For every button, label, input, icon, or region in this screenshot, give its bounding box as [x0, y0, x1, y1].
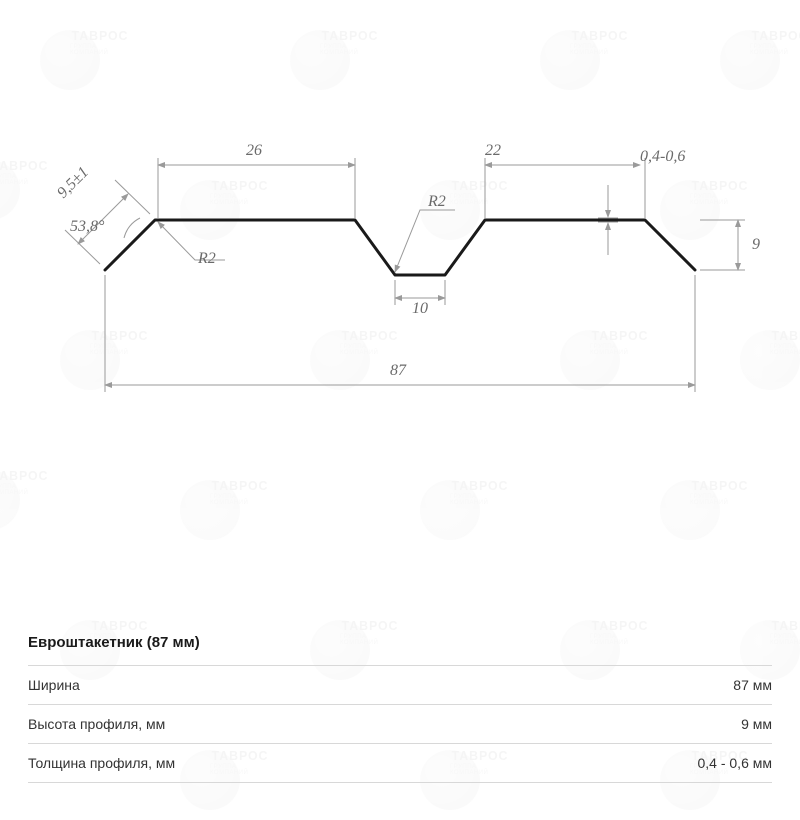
spec-label: Ширина — [28, 677, 80, 693]
dim-height: 9 — [752, 236, 760, 254]
spec-label: Толщина профиля, мм — [28, 755, 175, 771]
dim-top-right: 22 — [485, 142, 501, 160]
spec-row: Толщина профиля, мм 0,4 - 0,6 мм — [28, 743, 772, 783]
technical-diagram: 26 22 0,4-0,6 10 87 9 9,5±1 53,8° R2 R2 — [0, 0, 800, 480]
dim-bottom: 10 — [412, 300, 428, 318]
spec-value: 0,4 - 0,6 мм — [697, 755, 772, 771]
dim-overall: 87 — [390, 362, 406, 380]
dim-thickness: 0,4-0,6 — [640, 148, 685, 166]
dim-top-left: 26 — [246, 142, 262, 160]
spec-value: 87 мм — [733, 677, 772, 693]
spec-label: Высота профиля, мм — [28, 716, 165, 732]
profile-path — [105, 220, 695, 275]
dim-r1: R2 — [198, 250, 216, 268]
spec-title: Евроштакетник (87 мм) — [28, 634, 772, 665]
spec-value: 9 мм — [741, 716, 772, 732]
spec-row: Ширина 87 мм — [28, 665, 772, 704]
dim-r2: R2 — [428, 193, 446, 211]
spec-row: Высота профиля, мм 9 мм — [28, 704, 772, 743]
profile-svg — [0, 0, 800, 480]
dim-angle: 53,8° — [70, 218, 104, 236]
spec-table: Евроштакетник (87 мм) Ширина 87 мм Высот… — [28, 634, 772, 783]
